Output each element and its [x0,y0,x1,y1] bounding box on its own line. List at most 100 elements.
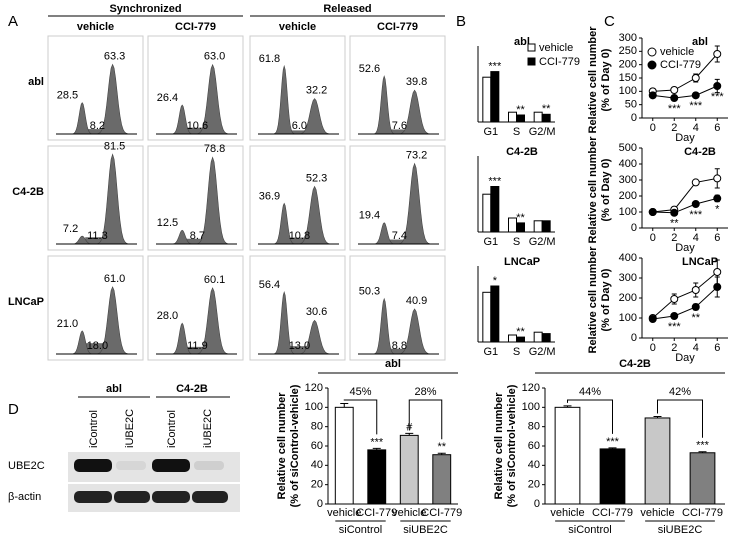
g2m-label: 30.6 [306,306,327,318]
point [648,208,657,216]
y-tick-label: 100 [522,401,540,413]
y-tick-label: 200 [619,59,637,71]
g2m-peak [194,63,231,135]
chart-title: C4-2B [506,146,538,158]
x-tick-label: G1 [483,346,498,358]
s-label: 11.3 [87,230,108,242]
lane-label: iControl [166,410,178,448]
g1-label: 26.4 [157,92,178,104]
point [648,315,657,323]
s-phase [287,130,311,134]
cell-frame [349,145,446,251]
g1-peak [272,290,297,355]
bar [482,291,492,343]
s-label: 7.6 [392,120,407,132]
s-label: 13.0 [289,340,310,352]
bar [599,448,626,505]
bar [490,285,500,343]
cell-frame [349,255,446,361]
error-bar [405,432,414,436]
s-label: 8.7 [190,230,205,242]
g2m-label: 39.8 [406,76,427,88]
legend-marker [647,47,657,57]
significance: ** [437,441,446,453]
g2m-label: 63.0 [204,51,225,63]
chart-title: LNCaP [504,256,540,268]
x-axis-title: Day [675,352,695,364]
y-tick-label: 60 [528,440,540,452]
y-tick-label: 80 [528,421,540,433]
error-bar [372,447,381,450]
significance: *** [689,209,703,221]
blot-protein: UBE2C [8,460,45,472]
bar [516,336,525,343]
lane-label: iUBE2C [124,409,136,448]
g2m-label: 60.1 [204,274,225,286]
blot-header: abl [106,383,122,395]
y-axis-title: (% of Day 0) [600,268,612,331]
cell-frame [147,255,244,361]
y-tick-label: 60 [311,440,323,452]
x-tick-label: 6 [714,342,720,354]
x-tick-label: G1 [483,236,498,248]
g2m-label: 32.2 [306,84,327,96]
chart-title: LNCaP [682,256,718,268]
g2m-peak [94,286,131,355]
s-phase [85,129,109,134]
series-line [652,177,718,213]
cell-frame [47,255,144,361]
y-axis-title: Relative cell number [276,392,288,500]
y-tick-label: 250 [619,45,637,57]
series-line [652,271,718,319]
g2m-peak [194,156,231,245]
series-line [652,197,718,214]
error-bar [437,452,446,455]
cell-frame [249,145,346,251]
g2m-label: 81.5 [104,140,125,152]
group-label: siControl [568,524,611,536]
g1-label: 19.4 [359,210,380,222]
reduction-label: 42% [669,386,691,398]
g1-label: 7.2 [63,223,78,235]
blot-band [74,459,112,472]
group-header: Released [323,3,371,15]
significance: *** [370,436,384,448]
cell-frame [249,35,346,141]
significance: ** [516,326,525,338]
y-tick-label: 300 [619,174,637,186]
y-axis-title: Relative cell number [587,26,599,134]
point [691,74,700,82]
y-tick-label: 400 [619,158,637,170]
legend-label: CCI-779 [660,59,701,71]
point [670,208,679,217]
error-bar [653,416,662,418]
point [670,94,679,102]
bar [516,114,525,123]
y-tick-label: 40 [311,459,323,471]
g2m-label: 73.2 [406,149,427,161]
chart-title: C4-2B [619,358,651,370]
significance: *** [689,100,703,112]
panel-label: D [8,401,19,418]
x-tick-label: vehicle [327,507,361,519]
cell-frame [249,255,346,361]
g1-peak [272,64,297,135]
legend-label: vehicle [539,42,573,54]
legend-label: vehicle [660,46,694,58]
legend-marker [647,60,657,70]
reduction-label: 44% [579,386,601,398]
lane-label: iUBE2C [202,409,214,448]
x-tick-label: vehicle [392,507,426,519]
g2m-peak [396,308,433,355]
s-label: 10.6 [187,120,208,132]
g2m-label: 40.9 [406,295,427,307]
x-tick-label: 4 [693,342,699,354]
x-tick-label: 0 [650,342,656,354]
group-label: siUBE2C [658,524,703,536]
g1-label: 52.6 [359,63,380,75]
y-axis-title: Relative cell number [587,246,599,354]
significance: *** [696,440,710,452]
panel-label: C [604,13,615,30]
